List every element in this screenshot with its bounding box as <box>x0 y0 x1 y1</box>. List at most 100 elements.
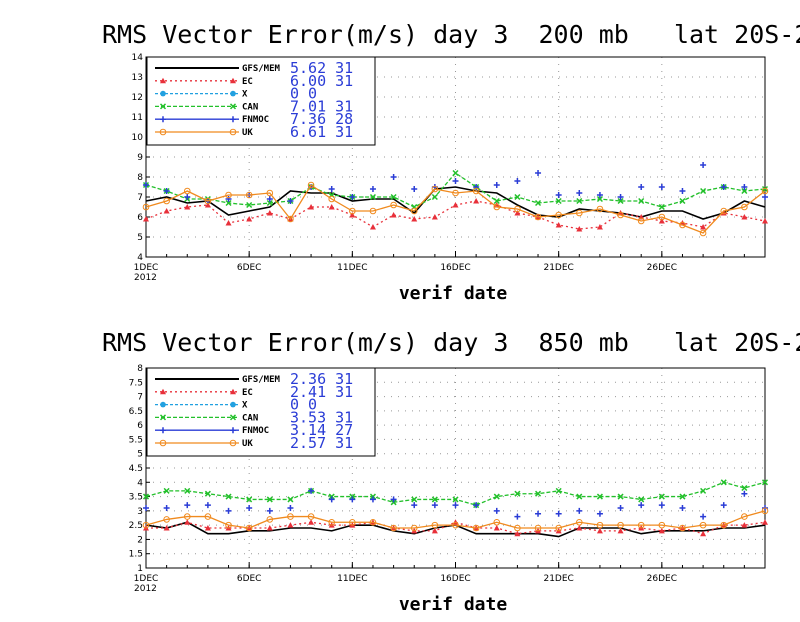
data-point <box>741 513 748 520</box>
data-point <box>369 496 376 503</box>
data-point <box>452 496 459 503</box>
data-point <box>390 496 397 503</box>
data-point <box>287 198 294 204</box>
data-point <box>245 524 253 532</box>
legend-label: EC <box>242 388 253 398</box>
data-point <box>576 226 583 232</box>
data-point <box>472 187 480 195</box>
data-point <box>225 191 232 199</box>
legend-marker <box>230 427 236 434</box>
legend-item: EC 6.00 31 <box>155 72 353 90</box>
data-point <box>762 519 768 525</box>
y-tick-label: 10 <box>132 133 144 143</box>
data-point <box>514 524 521 532</box>
data-point <box>142 203 150 211</box>
data-point <box>431 185 439 193</box>
legend-marker <box>229 103 237 110</box>
legend-stats: 0 0 <box>290 85 317 103</box>
legend-marker <box>230 77 236 84</box>
data-point <box>514 205 521 213</box>
data-point <box>741 522 748 528</box>
data-point <box>555 510 562 517</box>
data-point <box>658 521 666 529</box>
legend-label: CAN <box>242 102 258 112</box>
data-point <box>349 212 356 218</box>
data-point <box>514 178 521 184</box>
data-point <box>576 493 583 500</box>
data-point <box>204 525 211 531</box>
data-point <box>555 197 562 205</box>
legend-marker <box>230 401 236 408</box>
legend-item: GFS/MEM 5.62 31 <box>155 59 353 77</box>
y-tick-label: 5 <box>137 233 143 243</box>
x-axis-label: verif date <box>399 594 508 615</box>
data-point <box>390 193 397 201</box>
data-point <box>493 493 500 500</box>
data-point <box>328 186 335 192</box>
data-point <box>617 521 624 529</box>
legend-stats: 6.00 31 <box>290 72 353 90</box>
legend-item: FNMOC 7.36 28 <box>155 110 353 128</box>
data-point <box>349 518 356 526</box>
x-tick-label: 21DEC <box>543 574 573 584</box>
data-point <box>431 214 438 220</box>
legend-label: CAN <box>242 413 258 423</box>
chart-200mb: RMS Vector Error(m/s) day 3 200 mb lat 2… <box>102 20 800 304</box>
data-point <box>225 196 232 202</box>
data-point <box>720 502 727 509</box>
y-tick-label: 2.5 <box>129 521 143 531</box>
data-point <box>266 196 273 202</box>
legend-marker <box>159 103 167 110</box>
data-point <box>431 193 438 201</box>
data-point <box>658 203 665 211</box>
legend-box <box>146 56 376 146</box>
data-point <box>349 207 356 215</box>
legend-item: X 0 0 <box>155 396 317 414</box>
data-point <box>452 202 459 208</box>
data-point <box>287 215 294 223</box>
data-point <box>142 493 150 500</box>
legend-label: X <box>242 401 248 411</box>
data-point <box>184 194 191 200</box>
x-tick-sublabel: 2012 <box>134 273 157 283</box>
data-point <box>473 184 480 190</box>
data-point <box>514 530 521 537</box>
data-point <box>308 487 315 494</box>
legend-label: GFS/MEM <box>242 64 281 74</box>
x-tick-label: 6DEC <box>237 574 262 584</box>
legend-marker <box>160 388 166 395</box>
data-point <box>287 505 294 511</box>
data-point <box>700 530 707 537</box>
legend-label: EC <box>242 77 253 87</box>
data-point <box>761 479 769 486</box>
data-point <box>452 521 459 529</box>
data-point <box>245 191 253 199</box>
data-point <box>328 518 336 526</box>
data-point <box>390 524 397 532</box>
data-point <box>679 197 686 205</box>
chart-850mb: RMS Vector Error(m/s) day 3 850 mb lat 2… <box>102 328 800 615</box>
data-point <box>700 162 707 168</box>
legend-stats: 0 0 <box>290 396 317 414</box>
data-point <box>266 507 273 514</box>
data-point <box>473 198 480 204</box>
x-tick-label: 26DEC <box>647 263 677 273</box>
data-point <box>638 184 645 190</box>
data-point <box>163 188 170 194</box>
data-point <box>183 513 191 520</box>
y-tick-label: 4 <box>137 478 143 488</box>
data-point <box>720 207 728 215</box>
series-fnmoc <box>143 487 768 520</box>
data-point <box>410 207 418 215</box>
legend-stats: 5.62 31 <box>290 59 353 77</box>
data-point <box>184 502 191 509</box>
data-point <box>184 204 191 210</box>
series-gfs-mem <box>145 186 766 220</box>
legend-marker <box>159 414 167 421</box>
legend-marker <box>160 116 166 123</box>
data-point <box>535 490 542 497</box>
data-point <box>576 209 583 217</box>
series-uk <box>142 181 769 237</box>
legend-label: UK <box>242 128 253 138</box>
